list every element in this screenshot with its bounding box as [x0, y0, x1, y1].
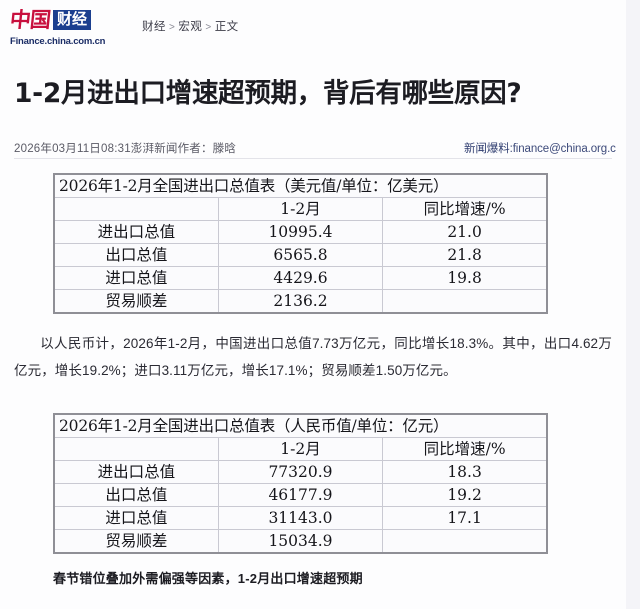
rmb-row-value-0: 77320.9	[217, 460, 384, 484]
usd-table: 2026年1-2月全国进出口总值表（美元值/单位：亿美元） 1-2月 同比增速/…	[53, 172, 548, 314]
table-row: 贸易顺差 15034.9	[53, 529, 548, 554]
table-top-spacer	[0, 159, 626, 173]
rmb-row-growth-2: 17.1	[382, 506, 548, 530]
usd-row-growth-0: 21.0	[382, 219, 548, 244]
article-byline: 2026年03月11日08:31 澎湃新闻 作者：滕晗 新闻爆料:finance…	[0, 129, 626, 155]
usd-col-header-growth: 同比增速/%	[382, 196, 548, 221]
table-title-row: 2026年1-2月全国进出口总值表（人民币值/单位：亿元）	[53, 413, 548, 438]
rmb-row-growth-1: 19.2	[382, 483, 548, 507]
breadcrumb-item-article: 正文	[214, 21, 239, 33]
news-tipline[interactable]: 新闻爆料:finance@china.org.c	[464, 140, 616, 156]
usd-table-title: 2026年1-2月全国进出口总值表（美元值/单位：亿美元）	[53, 173, 548, 198]
breadcrumb-item-finance[interactable]: 财经	[142, 21, 166, 33]
breadcrumb-item-macro[interactable]: 宏观	[178, 21, 203, 33]
rmb-col-header-period: 1-2月	[217, 437, 384, 461]
news-tipline-email: :finance@china.org.c	[509, 142, 616, 155]
byline-source: 澎湃新闻	[130, 142, 178, 155]
byline-datetime: 2026年03月11日08:31	[14, 142, 131, 155]
site-logo[interactable]: 中国 财经 Finance.china.com.cn	[8, 7, 122, 47]
byline-author: 作者：滕晗	[177, 142, 237, 155]
table-top-spacer	[0, 397, 626, 413]
usd-col-header-period: 1-2月	[217, 196, 384, 221]
rmb-col-header-growth: 同比增速/%	[382, 437, 548, 461]
rmb-row-value-3: 15034.9	[217, 529, 384, 554]
paragraph-text: 以人民币计，2026年1-2月，中国进出口总值7.73万亿元，同比增长18.3%…	[14, 335, 612, 378]
rmb-row-value-2: 31143.0	[217, 506, 384, 530]
usd-col-header-blank	[53, 196, 219, 221]
header-divider	[14, 157, 612, 159]
usd-row-value-3: 2136.2	[217, 288, 384, 313]
rmb-row-growth-3	[382, 529, 548, 554]
rmb-row-label-2: 进口总值	[53, 506, 219, 530]
usd-row-growth-3	[382, 288, 548, 313]
table-row: 出口总值 46177.9 19.2	[53, 483, 548, 507]
logo-china-text: 中国	[8, 7, 52, 32]
table-header-row: 1-2月 同比增速/%	[53, 437, 548, 461]
rmb-row-label-1: 出口总值	[53, 483, 219, 507]
site-header: 中国 财经 Finance.china.com.cn 财经 > 宏观 > 正文	[0, 0, 626, 48]
usd-row-label-0: 进出口总值	[53, 219, 219, 244]
usd-row-value-2: 4429.6	[217, 265, 384, 290]
usd-row-label-1: 出口总值	[53, 242, 219, 267]
article-paragraph: 以人民币计，2026年1-2月，中国进出口总值7.73万亿元，同比增长18.3%…	[0, 330, 626, 384]
usd-row-value-1: 6565.8	[217, 242, 384, 267]
page-title: 1-2月进出口增速超预期，背后有哪些原因?	[14, 77, 522, 109]
logo-url-text: Finance.china.com.cn	[10, 36, 106, 47]
rmb-row-label-3: 贸易顺差	[53, 529, 219, 554]
table-row: 进出口总值 77320.9 18.3	[53, 460, 548, 484]
table-row: 进口总值 4429.6 19.8	[53, 265, 548, 290]
table-title-row: 2026年1-2月全国进出口总值表（美元值/单位：亿美元）	[53, 173, 548, 198]
usd-row-growth-1: 21.8	[382, 242, 548, 267]
breadcrumb: 财经 > 宏观 > 正文	[142, 18, 239, 34]
logo-finance-badge: 财经	[53, 10, 92, 30]
table-row: 进出口总值 10995.4 21.0	[53, 219, 548, 244]
breadcrumb-separator-icon: >	[205, 22, 212, 33]
rmb-table: 2026年1-2月全国进出口总值表（人民币值/单位：亿元） 1-2月 同比增速/…	[53, 413, 548, 554]
article-subheading: 春节错位叠加外需偏强等因素，1-2月出口增速超预期	[53, 571, 363, 586]
page-edge-strip	[626, 0, 640, 609]
table-row: 贸易顺差 2136.2	[53, 288, 548, 313]
news-tipline-label: 新闻爆料	[464, 142, 510, 155]
usd-row-value-0: 10995.4	[217, 219, 384, 244]
table-header-row: 1-2月 同比增速/%	[53, 196, 548, 221]
usd-row-label-3: 贸易顺差	[53, 288, 219, 313]
table-row: 出口总值 6565.8 21.8	[53, 242, 548, 267]
article-page: 中国 财经 Finance.china.com.cn 财经 > 宏观 > 正文 1-2月…	[0, 0, 626, 586]
usd-table-wrap: 2026年1-2月全国进出口总值表（美元值/单位：亿美元） 1-2月 同比增速/…	[0, 172, 626, 314]
rmb-table-wrap: 2026年1-2月全国进出口总值表（人民币值/单位：亿元） 1-2月 同比增速/…	[0, 413, 626, 554]
rmb-col-header-blank	[53, 437, 219, 461]
usd-row-growth-2: 19.8	[382, 265, 548, 290]
breadcrumb-separator-icon: >	[169, 22, 176, 33]
logo-top-row: 中国 财经	[8, 7, 122, 33]
rmb-row-value-1: 46177.9	[217, 483, 384, 507]
rmb-row-label-0: 进出口总值	[53, 460, 219, 484]
usd-row-label-2: 进口总值	[53, 265, 219, 290]
rmb-row-growth-0: 18.3	[382, 460, 548, 484]
table-row: 进口总值 31143.0 17.1	[53, 506, 548, 530]
rmb-table-title: 2026年1-2月全国进出口总值表（人民币值/单位：亿元）	[53, 413, 548, 438]
